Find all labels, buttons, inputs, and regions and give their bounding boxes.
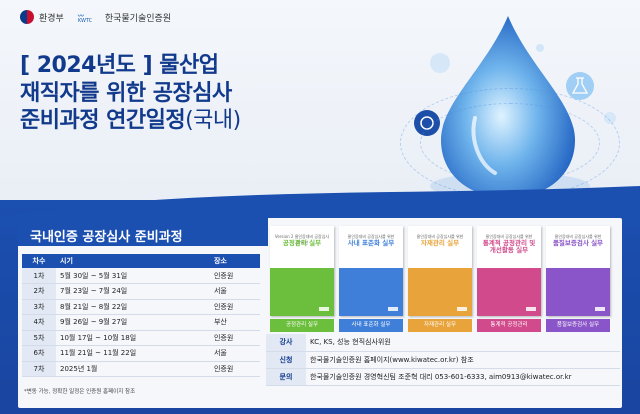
round-cell: 7차 [22,361,56,377]
period-cell: 10월 17일 ~ 10월 18일 [56,330,210,346]
textbook-label: 통계적 공정관리 [477,319,541,332]
column-header: 차수 [22,254,56,268]
round-cell: 3차 [22,299,56,315]
water-drop-illustration [380,8,620,208]
column-header: 시기 [56,254,210,268]
taegeuk-icon [20,10,34,24]
info-key: 강사 [266,334,306,352]
textbook-label: 공정관리 실무 [270,319,334,332]
kwtc-logo-text: 한국물기술인증원 [104,13,172,24]
schedule-note: *변동 가능, 정확한 일정은 인증원 홈페이지 참조 [24,389,136,395]
textbook-cover: Version 2 물인증대비 공장심사를 위한 공정관리 실무 [270,226,334,316]
period-cell: 9월 26일 ~ 9월 27일 [56,314,210,331]
title-line-1: [ 2024년도 ] 물산업 [20,53,219,78]
schedule-header-row: 차수 시기 장소 [22,254,260,268]
place-cell: 인증원 [209,299,260,315]
schedule-table: 차수 시기 장소 1차 5월 30일 ~ 5월 31일 인증원 2차 7월 23… [22,254,260,377]
place-cell: 인증원 [209,330,260,346]
title-line-3: 준비과정 연간일정(국내) [20,108,241,133]
textbook-cover: 물인증대비 공장심사를 위한 품질보증검사 실무 [546,226,610,316]
textbook-item: 물인증대비 공장심사를 위한 통계적 공정관리 및 개선활동 실무 통계적 공정… [477,226,541,336]
period-cell: 5월 30일 ~ 5월 31일 [56,268,210,284]
place-cell: 인증원 [209,361,260,377]
info-value: KC, KS, 성능 현직심사위원 [306,334,620,352]
info-value[interactable]: 한국물기술인증원 홈페이지(www.kiwatec.or.kr) 참조 [306,351,620,369]
info-row: 문의 한국물기술인증원 경영혁신팀 조준혁 대리 053-601-6333, a… [266,368,620,386]
round-cell: 4차 [22,314,56,331]
kwtc-logo: 〰 KWTC 한국물기술인증원 [78,11,171,24]
ministry-logo-text: 환경부 [39,13,64,24]
place-cell: 부산 [209,314,260,331]
table-row: 2차 7월 23일 ~ 7월 24일 서울 [22,283,260,300]
wave-divider [0,186,640,226]
info-row: 강사 KC, KS, 성능 현직심사위원 [266,334,620,352]
page-title: [ 2024년도 ] 물산업 재직자를 위한 공장심사 준비과정 연간일정(국내… [20,52,241,135]
info-value[interactable]: 한국물기술인증원 경영혁신팀 조준혁 대리 053-601-6333, aim0… [306,368,620,386]
place-cell: 서울 [209,283,260,300]
table-row: 1차 5월 30일 ~ 5월 31일 인증원 [22,268,260,284]
place-cell: 서울 [209,345,260,362]
textbook-label: 자재관리 실무 [408,319,472,332]
period-cell: 11월 21일 ~ 11월 22일 [56,345,210,362]
textbook-cover: 물인증대비 공장심사를 위한 통계적 공정관리 및 개선활동 실무 [477,226,541,316]
period-cell: 2025년 1월 [56,361,210,377]
textbook-cover: 물인증대비 공장심사를 위한 자재관리 실무 [408,226,472,316]
schedule-heading-bg [18,218,268,246]
round-cell: 6차 [22,345,56,362]
table-row: 6차 11월 21일 ~ 11월 22일 서울 [22,345,260,362]
textbook-label: 품질보증검사 실무 [546,319,610,332]
period-cell: 8월 21일 ~ 8월 22일 [56,299,210,315]
kwtc-icon: 〰 KWTC [77,13,93,24]
title-line-2: 재직자를 위한 공장심사 [20,80,232,106]
round-cell: 5차 [22,330,56,346]
hero-section: 환경부 〰 KWTC 한국물기술인증원 [ 2024년도 ] 물산업 재직자를 위… [0,0,640,210]
schedule-heading: 국내인증 공장심사 준비과정 [30,230,183,245]
column-header: 장소 [209,254,260,268]
info-key: 신청 [266,351,306,369]
info-row: 신청 한국물기술인증원 홈페이지(www.kiwatec.or.kr) 참조 [266,351,620,369]
place-cell: 인증원 [209,268,260,284]
textbook-label: 사내 표준화 실무 [339,319,403,332]
period-cell: 7월 23일 ~ 7월 24일 [56,283,210,300]
round-cell: 2차 [22,283,56,300]
textbook-item: 물인증대비 공장심사를 위한 품질보증검사 실무 품질보증검사 실무 [546,226,610,336]
table-row: 5차 10월 17일 ~ 10월 18일 인증원 [22,330,260,346]
info-key: 문의 [266,368,306,386]
flask-icon [566,72,594,100]
round-cell: 1차 [22,268,56,284]
table-row: 3차 8월 21일 ~ 8월 22일 인증원 [22,299,260,315]
textbook-item: 물인증대비 공장심사를 위한 사내 표준화 실무 사내 표준화 실무 [339,226,403,336]
textbook-list: Version 2 물인증대비 공장심사를 위한 공정관리 실무 공정관리 실무… [270,226,620,336]
info-table: 강사 KC, KS, 성능 현직심사위원 신청 한국물기술인증원 홈페이지(ww… [266,334,620,386]
logo-bar: 환경부 〰 KWTC 한국물기술인증원 [20,10,171,24]
textbook-item: 물인증대비 공장심사를 위한 자재관리 실무 자재관리 실무 [408,226,472,336]
table-row: 7차 2025년 1월 인증원 [22,361,260,377]
textbook-cover: 물인증대비 공장심사를 위한 사내 표준화 실무 [339,226,403,316]
textbook-item: Version 2 물인증대비 공장심사를 위한 공정관리 실무 공정관리 실무 [270,226,334,336]
atom-icon [430,53,450,73]
ministry-logo: 환경부 [20,10,64,24]
table-row: 4차 9월 26일 ~ 9월 27일 부산 [22,314,260,331]
